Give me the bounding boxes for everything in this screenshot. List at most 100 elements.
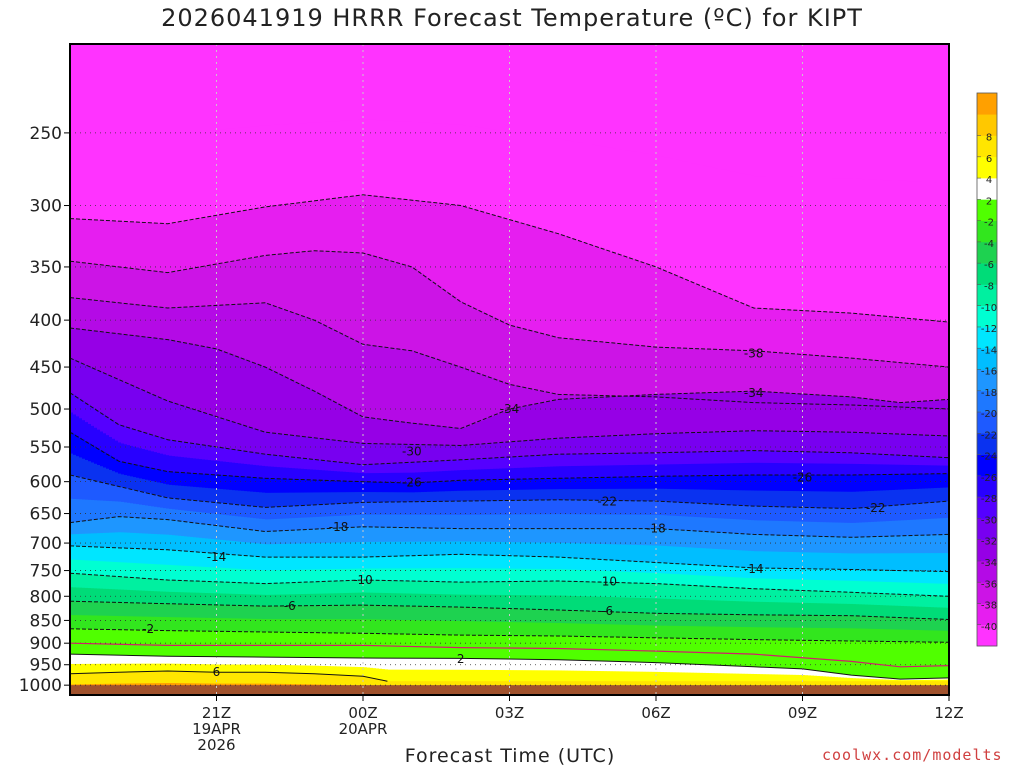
temperature-band-cell: [235, 582, 239, 595]
temperature-band-cell: [400, 482, 404, 493]
temperature-band-cell: [598, 44, 602, 147]
temperature-band-cell: [514, 500, 518, 516]
temperature-band-cell: [130, 663, 134, 673]
temperature-band-cell: [193, 630, 197, 646]
temperature-band-cell: [487, 621, 491, 636]
temperature-band-cell: [535, 556, 539, 570]
temperature-band-cell: [250, 645, 254, 658]
temperature-band-cell: [313, 557, 317, 571]
temperature-band-cell: [319, 122, 323, 201]
temperature-band-cell: [262, 594, 266, 607]
temperature-band-cell: [319, 665, 323, 675]
temperature-band-cell: [403, 646, 407, 659]
temperature-band-cell: [220, 664, 224, 673]
temperature-band-cell: [436, 471, 440, 483]
temperature-band-cell: [301, 251, 305, 317]
temperature-band-cell: [130, 532, 134, 549]
temperature-band-cell: [349, 645, 353, 659]
temperature-band-cell: [238, 568, 242, 584]
temperature-band-cell: [148, 433, 152, 452]
temperature-band-cell: [202, 473, 206, 489]
temperature-band-cell: [301, 123, 305, 204]
temperature-band-cell: [448, 554, 452, 569]
temperature-band-cell: [448, 293, 452, 364]
temperature-band-cell: [526, 44, 530, 135]
temperature-band-cell: [322, 593, 326, 607]
temperature-band-cell: [79, 601, 83, 616]
temperature-band-cell: [85, 262, 89, 300]
temperature-band-cell: [232, 593, 236, 606]
temperature-band-cell: [106, 132, 110, 222]
temperature-band-cell: [343, 580, 347, 594]
temperature-band-cell: [562, 542, 566, 558]
temperature-band-cell: [391, 492, 395, 503]
temperature-band-cell: [397, 669, 401, 682]
temperature-band-cell: [220, 418, 224, 449]
temperature-band-cell: [256, 363, 260, 430]
temperature-band-cell: [154, 435, 158, 453]
temperature-band-cell: [298, 605, 302, 620]
temperature-band-cell: [142, 655, 146, 665]
temperature-band-cell: [232, 672, 236, 685]
temperature-band-cell: [340, 440, 344, 463]
temperature-band-cell: [373, 195, 377, 257]
temperature-band-cell: [394, 444, 398, 464]
temperature-band-cell: [379, 668, 383, 681]
temperature-band-cell: [244, 672, 248, 685]
temperature-band-cell: [370, 556, 374, 570]
temperature-band-cell: [82, 615, 86, 630]
temperature-band-cell: [388, 514, 392, 528]
temperature-band-cell: [226, 515, 230, 528]
temperature-band-cell: [505, 542, 509, 557]
temperature-band-cell: [394, 514, 398, 528]
temperature-band-cell: [601, 582, 605, 598]
temperature-band-cell: [556, 337, 560, 395]
temperature-band-cell: [319, 557, 323, 570]
temperature-band-cell: [535, 44, 539, 137]
temperature-band-cell: [358, 442, 362, 465]
temperature-band-cell: [298, 505, 302, 519]
temperature-band-cell: [502, 658, 506, 671]
temperature-band-cell: [148, 616, 152, 631]
temperature-band-cell: [286, 506, 290, 520]
temperature-band-cell: [154, 591, 158, 604]
temperature-band-cell: [610, 477, 614, 490]
temperature-band-cell: [313, 665, 317, 675]
temperature-band-cell: [97, 615, 101, 630]
temperature-band-cell: [127, 445, 131, 464]
temperature-band-cell: [142, 671, 146, 684]
temperature-band-cell: [127, 655, 131, 665]
temperature-band-cell: [301, 665, 305, 675]
temperature-band-cell: [355, 492, 359, 504]
temperature-band-cell: [601, 596, 605, 613]
temperature-band-cell: [145, 590, 149, 604]
temperature-band-cell: [271, 507, 275, 520]
temperature-band-cell: [331, 439, 335, 462]
temperature-band-cell: [94, 219, 98, 265]
temperature-band-cell: [322, 121, 326, 201]
temperature-band-cell: [331, 666, 335, 676]
temperature-band-cell: [124, 462, 128, 476]
temperature-band-cell: [322, 460, 326, 471]
temperature-band-cell: [472, 554, 476, 569]
temperature-band-cell: [235, 44, 239, 129]
temperature-band-cell: [208, 513, 212, 526]
temperature-band-cell: [145, 616, 149, 631]
temperature-band-cell: [379, 658, 383, 670]
temperature-band-cell: [541, 542, 545, 558]
temperature-band-cell: [100, 220, 104, 266]
temperature-band-cell: [406, 593, 410, 607]
temperature-band-cell: [151, 44, 155, 135]
temperature-band-cell: [211, 581, 215, 594]
temperature-band-cell: [268, 492, 272, 508]
temperature-band-cell: [427, 669, 431, 682]
temperature-band-cell: [268, 432, 272, 456]
temperature-band-cell: [406, 492, 410, 503]
temperature-band-cell: [256, 583, 260, 596]
temperature-band-cell: [214, 348, 218, 417]
temperature-band-cell: [604, 146, 608, 251]
temperature-band-cell: [277, 619, 281, 633]
temperature-band-cell: [367, 526, 371, 543]
temperature-band-cell: [358, 514, 362, 528]
temperature-band-cell: [79, 546, 83, 561]
